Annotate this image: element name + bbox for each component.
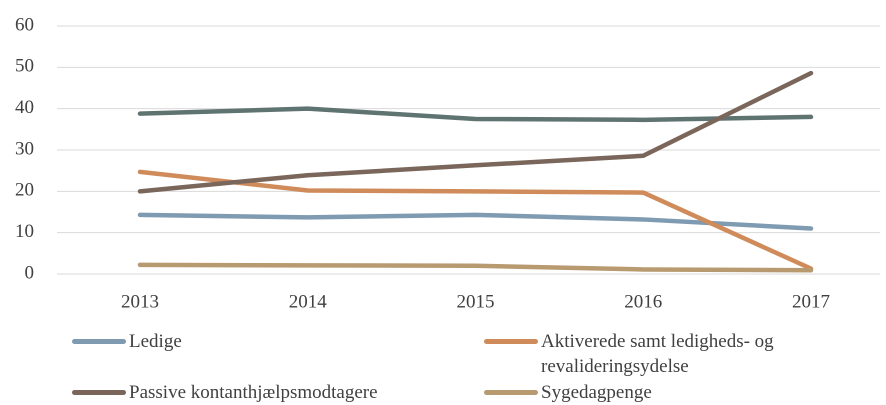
legend-swatch bbox=[484, 390, 538, 395]
x-tick-label: 2015 bbox=[457, 291, 495, 312]
legend-item: Passive kontanthjælpsmodtagere bbox=[72, 380, 472, 405]
series-line bbox=[137, 106, 814, 123]
y-tick-label: 20 bbox=[15, 180, 34, 201]
y-tick-label: 50 bbox=[15, 56, 34, 77]
legend-item: Sygedagpenge bbox=[484, 380, 884, 405]
legend-swatch bbox=[72, 339, 126, 344]
x-tick-label: 2014 bbox=[289, 291, 328, 312]
y-tick-label: 10 bbox=[15, 221, 34, 242]
legend-item: Aktiverede samt ledigheds- og revalideri… bbox=[484, 329, 884, 379]
series-line bbox=[137, 70, 814, 194]
x-tick-label: 2017 bbox=[792, 291, 830, 312]
legend-item: Ledige bbox=[72, 329, 472, 354]
legend-swatch bbox=[72, 390, 126, 395]
y-tick-label: 30 bbox=[15, 138, 34, 159]
legend-label: Passive kontanthjælpsmodtagere bbox=[129, 382, 378, 403]
series-line bbox=[137, 169, 814, 271]
legend-label: Aktiverede samt ledigheds- og revalideri… bbox=[541, 331, 774, 377]
y-tick-label: 40 bbox=[15, 97, 34, 118]
legend-label: Sygedagpenge bbox=[541, 382, 652, 403]
y-tick-label: 0 bbox=[25, 262, 35, 283]
legend-label: Ledige bbox=[129, 331, 182, 352]
series-line bbox=[137, 262, 814, 273]
x-tick-label: 2013 bbox=[121, 291, 159, 312]
series-line bbox=[137, 212, 814, 231]
y-tick-label: 60 bbox=[15, 14, 34, 35]
x-tick-label: 2016 bbox=[624, 291, 662, 312]
legend-swatch bbox=[484, 339, 538, 344]
chart: 0 10 20 30 40 50 60 2013 2014 2015 2016 2017 bbox=[15, 14, 880, 312]
